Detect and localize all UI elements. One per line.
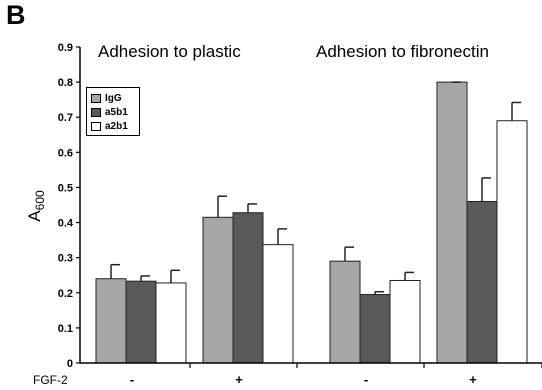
y-tick-label-5: 0.5 [58, 182, 73, 194]
x-category-label-2: - [364, 372, 368, 387]
bar-igg-1 [202, 216, 234, 364]
x-category-label-1: + [235, 372, 243, 387]
legend-swatch-a5b1 [91, 107, 101, 117]
bar-igg-2 [329, 260, 361, 364]
group-title-plastic: Adhesion to plastic [98, 42, 241, 61]
bar-igg-0 [95, 278, 127, 364]
bar-a2b1-3 [496, 120, 528, 364]
y-tick-label-2: 0.2 [58, 288, 73, 300]
panel-label: B [6, 0, 26, 30]
bar-a5b1-1 [232, 212, 264, 364]
legend-item-igg: IgG [91, 91, 139, 105]
y-tick-label-8: 0.8 [58, 77, 73, 89]
x-axis-label: FGF-2 [33, 373, 68, 387]
y-tick-label-3: 0.3 [58, 253, 73, 265]
legend-swatch-a2b1 [91, 121, 101, 131]
legend-label-igg: IgG [105, 92, 122, 104]
legend-item-a5b1: a5b1 [91, 105, 139, 119]
legend-label-a5b1: a5b1 [105, 106, 128, 118]
bar-igg-3 [436, 81, 468, 364]
bar-a5b1-0 [125, 280, 157, 364]
bar-a5b1-3 [466, 200, 498, 364]
y-tick-label-7: 0.7 [58, 112, 73, 124]
legend-label-a2b1: a2b1 [105, 120, 128, 132]
group-title-fibronectin: Adhesion to fibronectin [316, 42, 489, 61]
bar-a2b1-1 [262, 244, 294, 364]
y-tick-label-4: 0.4 [58, 218, 74, 230]
legend-swatch-igg [91, 93, 101, 103]
y-tick-label-0: 0 [67, 358, 73, 370]
x-category-label-0: - [130, 372, 134, 387]
bar-a2b1-0 [155, 282, 187, 364]
bar-a2b1-2 [389, 279, 421, 364]
legend-item-a2b1: a2b1 [91, 119, 139, 133]
x-category-label-3: + [469, 372, 477, 387]
legend: IgG a5b1 a2b1 [86, 87, 140, 136]
y-tick-label-1: 0.1 [58, 323, 73, 335]
bar-a5b1-2 [359, 294, 391, 364]
y-tick-label-6: 0.6 [58, 147, 73, 159]
y-tick-label-9: 0.9 [58, 42, 73, 54]
y-axis-label: A600 [25, 190, 47, 222]
